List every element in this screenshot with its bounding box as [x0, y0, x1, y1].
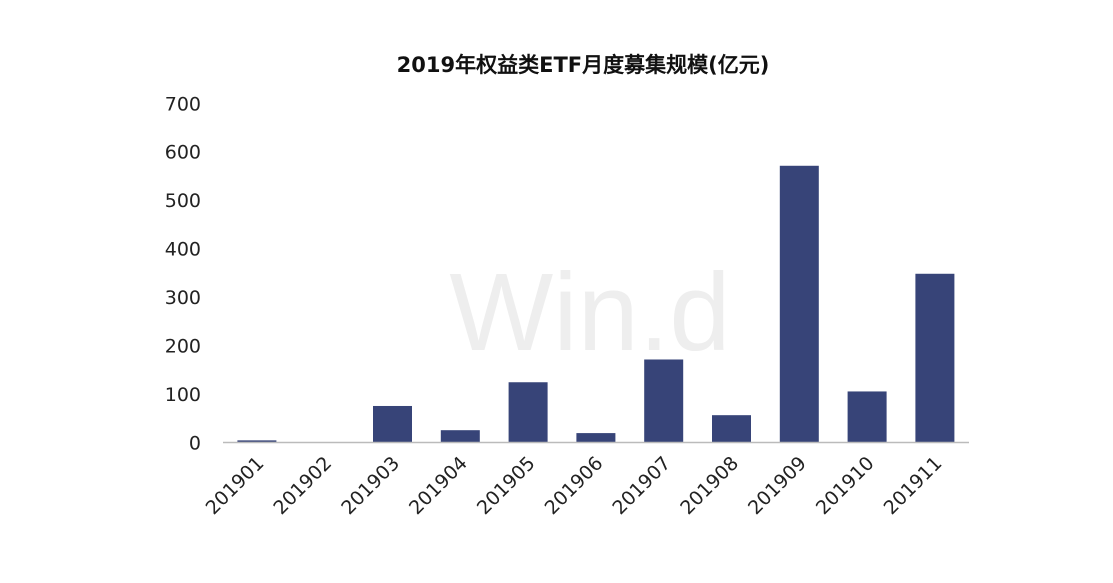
x-tick-label: 201911 [880, 452, 947, 519]
bar-201904 [440, 430, 480, 443]
bar-201901 [237, 440, 277, 443]
y-axis: 0 100 200 300 400 500 600 700 [165, 93, 201, 454]
y-tick-label: 0 [189, 432, 201, 454]
x-tick-label: 201901 [202, 452, 269, 519]
bar-201911 [915, 273, 955, 443]
y-tick-label: 200 [165, 335, 201, 357]
bars [237, 165, 955, 443]
x-tick-label: 201903 [337, 452, 404, 519]
bar-201910 [847, 391, 887, 443]
y-tick-label: 500 [165, 190, 201, 212]
x-axis: 201901 201902 201903 201904 201905 201906 2019… [202, 452, 947, 519]
x-tick-label: 201904 [405, 452, 472, 519]
x-tick-label: 201902 [269, 452, 336, 519]
y-tick-label: 400 [165, 239, 201, 261]
y-tick-label: 600 [165, 142, 201, 164]
x-tick-label: 201907 [608, 452, 675, 519]
x-tick-label: 201909 [744, 452, 811, 519]
bar-201908 [712, 415, 751, 443]
watermark: Win.d [449, 251, 730, 374]
y-tick-label: 700 [165, 93, 201, 115]
y-tick-label: 100 [165, 384, 201, 406]
y-tick-label: 300 [165, 287, 201, 309]
x-tick-label: 201905 [473, 452, 540, 519]
bar-201909 [779, 165, 819, 443]
x-tick-label: 201906 [541, 452, 608, 519]
bar-201907 [644, 359, 684, 443]
chart-title: 2019年权益类ETF月度募集规模(亿元) [397, 53, 770, 77]
x-tick-label: 201908 [676, 452, 743, 519]
bar-201903 [373, 405, 412, 443]
bar-201905 [508, 382, 548, 443]
x-tick-label: 201910 [812, 452, 879, 519]
bar-201906 [576, 433, 616, 443]
